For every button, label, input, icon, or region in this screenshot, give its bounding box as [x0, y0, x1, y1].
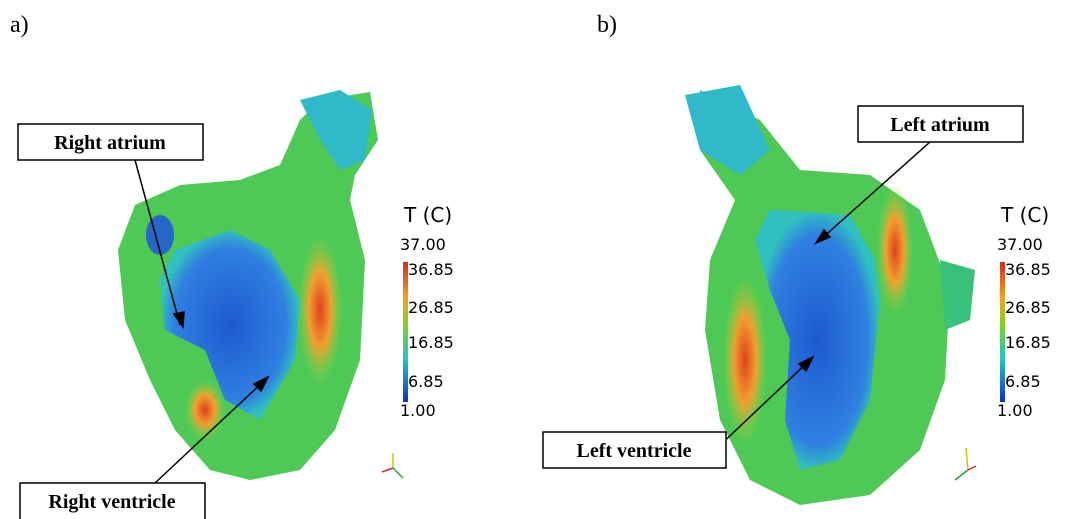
colorbar-title: T (C): [403, 203, 452, 227]
colorbar-tick: 16.85: [1005, 333, 1051, 352]
colorbar-max: 37.00: [997, 235, 1043, 254]
callout-label: Left atrium: [890, 114, 990, 136]
callout-label: Right ventricle: [48, 491, 175, 513]
colorbar-tick: 16.85: [408, 333, 454, 352]
heart-a: [118, 90, 378, 480]
panel-label: b): [597, 12, 617, 38]
heart-b: [685, 85, 975, 505]
callout-label: Left ventricle: [577, 440, 692, 462]
callout-boxes: [17, 105, 1024, 519]
colorbar-tick: 36.85: [408, 260, 454, 279]
colorbar-tick: 6.85: [1005, 372, 1041, 391]
colorbar-tick: 6.85: [408, 372, 444, 391]
colorbar-max: 37.00: [400, 235, 446, 254]
colorbar: [1000, 262, 1005, 402]
colorbar-min: 1.00: [997, 401, 1033, 420]
colorbar-min: 1.00: [400, 401, 436, 420]
colorbar-title: T (C): [1000, 203, 1049, 227]
callout-arrows: [134, 141, 931, 484]
axes-triad: [381, 447, 977, 481]
callout-label: Right atrium: [54, 132, 166, 154]
colorbar-tick: 26.85: [408, 298, 454, 317]
colorbar: [403, 262, 408, 402]
colorbar-tick: 36.85: [1005, 260, 1051, 279]
colorbar-tick: 26.85: [1005, 298, 1051, 317]
panel-label: a): [10, 12, 29, 38]
